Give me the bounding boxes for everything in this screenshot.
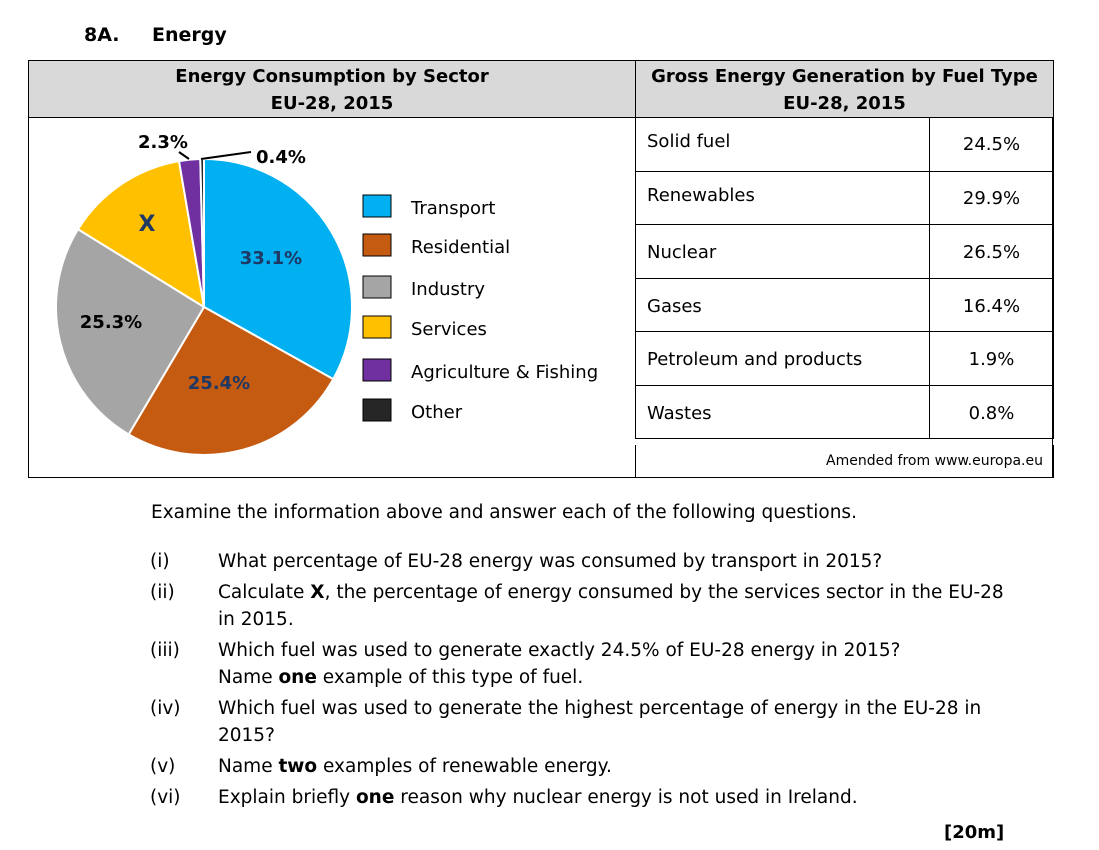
source-note: Amended from www.europa.eu (635, 445, 1054, 478)
question-label: (i) (150, 551, 170, 572)
pie-label-agriculture-fishing: 2.3% (138, 132, 188, 153)
question-title: Energy (152, 24, 227, 46)
table-title: Gross Energy Generation by Fuel Type (651, 66, 1038, 87)
legend-swatch (362, 194, 392, 218)
legend-swatch (362, 398, 392, 422)
pie-slice-transport (203, 157, 353, 381)
question-number: 8A. (84, 24, 120, 46)
question-text: Which fuel was used to generate the high… (218, 698, 982, 746)
legend-label: Residential (411, 237, 510, 258)
pie-label-industry: 25.3% (80, 312, 142, 333)
fuel-percentage: 16.4% (929, 277, 1054, 332)
table-row: Solid fuel 24.5% (635, 117, 1054, 172)
legend-label: Industry (411, 279, 485, 300)
question-list: (i) What percentage of EU-28 energy was c… (150, 548, 1008, 815)
legend-label: Other (411, 402, 463, 423)
question-text: Calculate X, the percentage of energy co… (218, 582, 1004, 630)
fuel-name: Nuclear (635, 224, 930, 279)
table-row: Nuclear 26.5% (635, 224, 1054, 279)
fuel-name: Gases (635, 277, 930, 332)
fuel-name: Renewables (635, 170, 930, 225)
question-text: What percentage of EU-28 energy was cons… (218, 551, 883, 572)
fuel-percentage: 26.5% (929, 224, 1054, 279)
table-row: Renewables 29.9% (635, 170, 1054, 225)
table-header: Gross Energy Generation by Fuel Type EU-… (635, 60, 1054, 118)
pie-slice-industry (55, 227, 206, 436)
legend-swatch (362, 315, 392, 339)
marks: [20m] (944, 822, 1005, 843)
question-text: Explain briefly one reason why nuclear e… (218, 787, 858, 808)
pie-label-transport: 33.1% (240, 248, 302, 269)
question-label: (iii) (150, 640, 180, 661)
leader-line (200, 151, 252, 160)
fuel-percentage: 1.9% (929, 331, 1054, 386)
fuel-percentage: 29.9% (929, 170, 1054, 225)
pie-label-other: 0.4% (256, 147, 306, 168)
instructions: Examine the information above and answer… (151, 502, 857, 523)
question-item: (iv) Which fuel was used to generate the … (150, 695, 1008, 749)
pie-chart: 33.1% 25.4% 25.3% X 2.3% 0.4% Transport Residen… (55, 132, 598, 456)
question-item: (vi) Explain briefly one reason why nucle… (150, 784, 1008, 811)
legend-swatch (362, 275, 392, 299)
question-item: (i) What percentage of EU-28 energy was c… (150, 548, 1008, 575)
leader-line (178, 151, 190, 160)
legend-label: Services (411, 319, 487, 340)
fuel-percentage: 24.5% (929, 117, 1054, 172)
fuel-name: Petroleum and products (635, 331, 930, 386)
legend-label: Transport (410, 198, 495, 219)
table-row: Wastes 0.8% (635, 384, 1054, 439)
pie-chart-subtitle: EU-28, 2015 (270, 93, 394, 114)
pie-label-services: X (139, 212, 156, 237)
pie-label-residential: 25.4% (188, 373, 250, 394)
legend-swatch (362, 358, 392, 382)
question-text: Name two examples of renewable energy. (218, 756, 612, 777)
pie-chart-header: Energy Consumption by Sector EU-28, 2015 (28, 60, 636, 118)
table-row: Gases 16.4% (635, 277, 1054, 332)
question-label: (v) (150, 756, 176, 777)
pie-chart-title: Energy Consumption by Sector (175, 66, 489, 87)
question-label: (vi) (150, 787, 181, 808)
fuel-percentage: 0.8% (929, 384, 1054, 439)
legend-label: Agriculture & Fishing (411, 362, 598, 383)
pie-slice-services (76, 159, 206, 310)
question-label: (iv) (150, 698, 181, 719)
question-label: (ii) (150, 582, 175, 603)
question-item: (v) Name two examples of renewable energy… (150, 753, 1008, 780)
fuel-name: Wastes (635, 384, 930, 439)
question-item: (ii) Calculate X, the percentage of energ… (150, 579, 1008, 633)
question-text: Which fuel was used to generate exactly … (218, 640, 901, 688)
legend-swatch (362, 233, 392, 257)
fuel-type-table: Solid fuel 24.5% Renewables 29.9% Nuclear 26.… (635, 117, 1054, 439)
pie-slice-residential (127, 305, 335, 456)
fuel-name: Solid fuel (635, 117, 930, 172)
table-row: Petroleum and products 1.9% (635, 331, 1054, 386)
question-item: (iii) Which fuel was used to generate exa… (150, 637, 1008, 691)
table-subtitle: EU-28, 2015 (783, 93, 906, 114)
